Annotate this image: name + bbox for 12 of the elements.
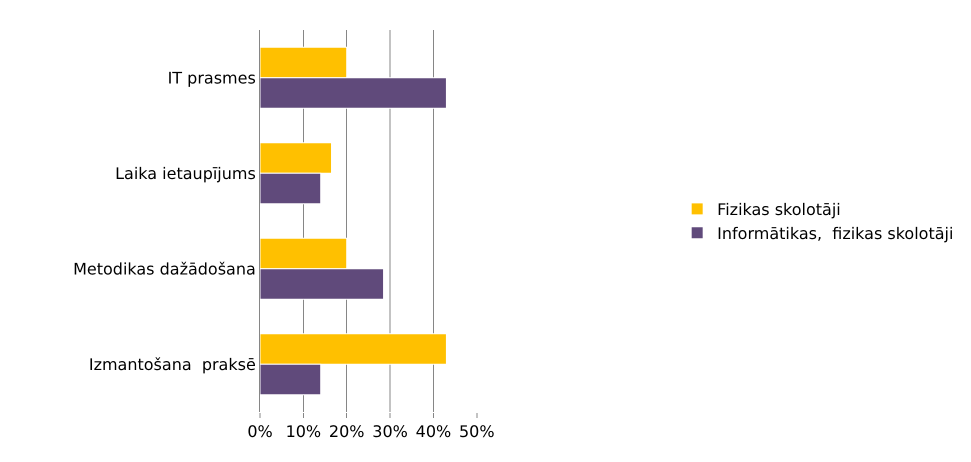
y-tick-label: Izmantošana praksē xyxy=(88,354,256,374)
legend-label: Informātikas, fizikas skolotāji xyxy=(717,224,954,243)
x-tick-label: 0% xyxy=(247,422,273,442)
x-tick-label: 20% xyxy=(328,422,364,442)
y-tick-label: Metodikas dažādošana xyxy=(73,259,256,278)
x-tick-label: 10% xyxy=(286,422,322,442)
y-tick-label: Laika ietaupījums xyxy=(115,164,256,183)
legend-label: Fizikas skolotāji xyxy=(717,200,841,220)
x-tick-label: 30% xyxy=(372,422,408,442)
x-tick-label: 50% xyxy=(458,422,495,442)
x-tick-label: 40% xyxy=(416,422,452,442)
y-tick-label: IT prasmes xyxy=(168,68,256,88)
